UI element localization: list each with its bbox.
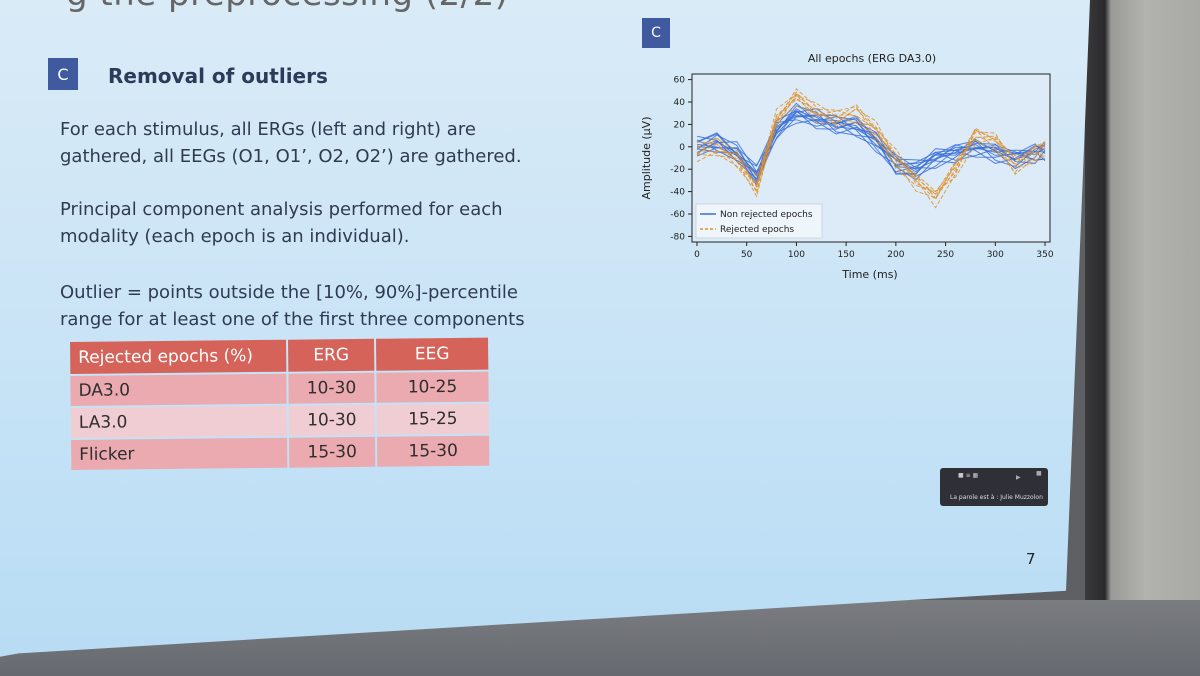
rejected-epoch-line xyxy=(696,97,1046,195)
y-tick-label: -40 xyxy=(670,188,685,198)
table-row: Flicker 15-30 15-30 xyxy=(71,435,490,470)
x-tick-label: 100 xyxy=(788,250,805,260)
x-axis-label: Time (ms) xyxy=(841,268,897,281)
cursor-icon: ▶ xyxy=(1016,474,1021,481)
x-tick-label: 0 xyxy=(694,250,700,260)
paragraph-line: Principal component analysis performed f… xyxy=(60,199,503,220)
erg-epochs-chart: All epochs (ERG DA3.0) Amplitude (µV) Ti… xyxy=(640,52,1054,281)
non-rejected-epoch-line xyxy=(696,115,1046,178)
non-rejected-epoch-line xyxy=(696,119,1046,167)
table-cell: 15-30 xyxy=(289,436,376,468)
table-cell: 15-30 xyxy=(377,435,490,467)
y-axis-label: Amplitude (µV) xyxy=(640,117,653,200)
rejected-epoch-line xyxy=(696,93,1046,199)
x-tick-label: 250 xyxy=(937,250,954,260)
y-tick-label: 40 xyxy=(674,98,686,108)
y-tick-label: 60 xyxy=(674,76,686,86)
rejected-epoch-line xyxy=(696,105,1046,209)
legend-entry: Rejected epochs xyxy=(720,225,794,235)
paragraph-pca: Principal component analysis performed f… xyxy=(60,196,503,250)
table-cell: 10-30 xyxy=(288,404,376,436)
x-tick-label: 200 xyxy=(887,250,904,260)
rejected-epoch-line xyxy=(696,88,1046,195)
y-tick-label: -80 xyxy=(670,232,685,242)
section-heading: Removal of outliers xyxy=(108,64,328,88)
recorder-controls-icon[interactable]: ■ ≡ ▦ xyxy=(958,472,979,479)
y-tick-label: 20 xyxy=(674,120,686,130)
legend-entry: Non rejected epochs xyxy=(720,210,813,220)
rejected-epoch-line xyxy=(696,91,1046,198)
y-tick-label: -20 xyxy=(670,165,685,175)
chart-legend: Non rejected epochs Rejected epochs xyxy=(695,203,823,239)
table-cell: 10-30 xyxy=(288,372,375,404)
table-row: DA3.0 10-30 10-25 xyxy=(70,371,489,406)
legend-box xyxy=(695,203,823,239)
screen-frame-right xyxy=(1085,0,1200,676)
table-header-row: Rejected epochs (%) ERG EEG xyxy=(70,337,489,374)
table-cell: LA3.0 xyxy=(70,405,288,438)
projected-slide: g the preprocessing (2/2) C Removal of o… xyxy=(0,0,1090,657)
table-header-cell: ERG xyxy=(288,338,375,372)
paragraph-outlier: Outlier = points outside the [10%, 90%]-… xyxy=(60,279,525,333)
table-header-cell: Rejected epochs (%) xyxy=(70,339,287,374)
chart-badge: C xyxy=(642,18,670,48)
table-cell: DA3.0 xyxy=(70,373,287,406)
paragraph-stimulus: For each stimulus, all ERGs (left and ri… xyxy=(60,116,522,170)
y-tick-label: -60 xyxy=(670,210,685,220)
rejected-epoch-line xyxy=(696,93,1046,193)
x-tick-label: 50 xyxy=(741,250,753,260)
rejected-epoch-line xyxy=(696,98,1046,199)
x-tick-label: 300 xyxy=(987,250,1004,260)
expand-icon[interactable]: ■ xyxy=(1036,470,1042,477)
table-header-cell: EEG xyxy=(376,337,489,371)
slide-title: g the preprocessing (2/2) xyxy=(66,0,509,14)
paragraph-line: For each stimulus, all ERGs (left and ri… xyxy=(60,119,476,140)
screen-recorder-widget[interactable]: ■ ≡ ▦ ▶ ■ La parole est à : Julie Muzzol… xyxy=(940,468,1048,506)
table-row: LA3.0 10-30 15-25 xyxy=(70,403,490,438)
paragraph-line: Outlier = points outside the [10%, 90%]-… xyxy=(60,282,518,303)
table-cell: 10-25 xyxy=(376,371,489,403)
x-tick-label: 350 xyxy=(1036,250,1053,260)
non-rejected-epoch-line xyxy=(696,110,1046,183)
y-tick-label: 0 xyxy=(679,143,685,153)
table-cell: 15-25 xyxy=(376,403,490,435)
paragraph-line: gathered, all EEGs (O1, O1’, O2, O2’) ar… xyxy=(60,146,522,167)
rejected-epoch-line xyxy=(696,94,1046,201)
table-cell: Flicker xyxy=(71,437,288,470)
chart-title: All epochs (ERG DA3.0) xyxy=(808,52,936,65)
page-number: 7 xyxy=(1026,550,1036,568)
recorder-caption: La parole est à : Julie Muzzolon xyxy=(950,494,1043,501)
paragraph-line: range for at least one of the first thre… xyxy=(60,309,525,330)
x-tick-label: 150 xyxy=(838,250,855,260)
rejected-epochs-table: Rejected epochs (%) ERG EEG DA3.0 10-30 … xyxy=(68,336,491,472)
paragraph-line: modality (each epoch is an individual). xyxy=(60,226,410,247)
section-badge: C xyxy=(48,58,78,90)
